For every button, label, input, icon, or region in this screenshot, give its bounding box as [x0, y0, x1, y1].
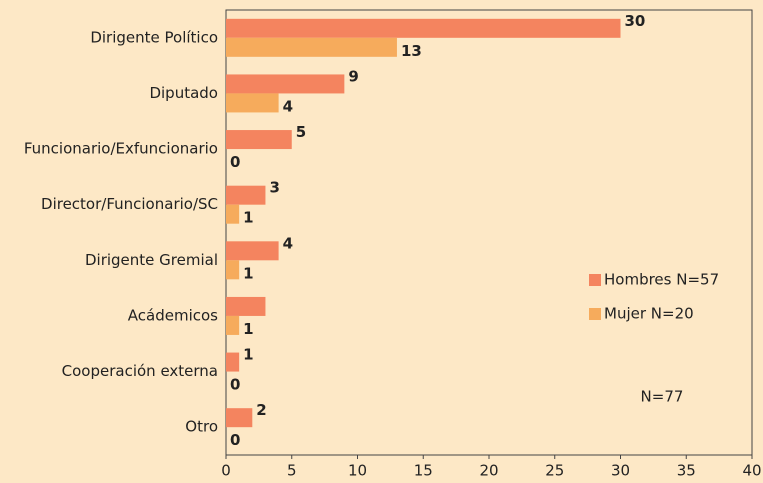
- legend-swatch: [589, 274, 601, 286]
- y-tick-label: Cooperación externa: [62, 362, 218, 380]
- y-tick-label: Diputado: [149, 84, 218, 102]
- value-label: 13: [401, 42, 422, 60]
- value-label: 0: [230, 376, 240, 394]
- y-tick-label: Funcionario/Exfuncionario: [24, 140, 218, 158]
- x-tick-label: 30: [611, 462, 630, 480]
- value-label: 9: [348, 67, 358, 85]
- value-label: 5: [296, 123, 306, 141]
- x-tick-label: 40: [742, 462, 761, 480]
- value-label: 1: [243, 320, 253, 338]
- value-label: 1: [243, 346, 253, 364]
- x-tick-label: 35: [677, 462, 696, 480]
- value-label: 3: [269, 179, 279, 197]
- value-label: 30: [625, 12, 646, 30]
- bar: [226, 185, 266, 205]
- bar: [226, 352, 240, 372]
- legend-label: Hombres N=57: [604, 271, 719, 289]
- bar: [226, 37, 397, 57]
- bar: [226, 408, 253, 428]
- y-tick-label: Dirigente Político: [90, 28, 218, 46]
- bar: [226, 260, 240, 280]
- x-tick-label: 5: [287, 462, 297, 480]
- bar: [226, 204, 240, 224]
- x-tick-label: 20: [479, 462, 498, 480]
- value-label: 1: [243, 264, 253, 282]
- x-tick-label: 0: [221, 462, 231, 480]
- annotation: N=77: [641, 388, 684, 406]
- bar: [226, 74, 345, 94]
- bar: [226, 93, 279, 113]
- value-label: 4: [283, 234, 293, 252]
- bar: [226, 296, 266, 316]
- x-tick-label: 25: [545, 462, 564, 480]
- value-label: 1: [243, 209, 253, 227]
- value-label: 0: [230, 153, 240, 171]
- bar: [226, 241, 279, 261]
- legend-swatch: [589, 308, 601, 320]
- y-tick-label: Director/Funcionario/SC: [41, 195, 218, 213]
- bar: [226, 130, 292, 150]
- value-label: 4: [283, 97, 293, 115]
- bar: [226, 315, 240, 335]
- legend-label: Mujer N=20: [604, 305, 694, 323]
- bar: [226, 18, 621, 38]
- y-tick-label: Dirigente Gremial: [85, 251, 218, 269]
- x-tick-label: 15: [414, 462, 433, 480]
- x-tick-label: 10: [348, 462, 367, 480]
- y-tick-label: Acádemicos: [128, 306, 218, 324]
- value-label: 0: [230, 431, 240, 449]
- value-label: 2: [256, 401, 266, 419]
- y-tick-label: Otro: [185, 418, 218, 436]
